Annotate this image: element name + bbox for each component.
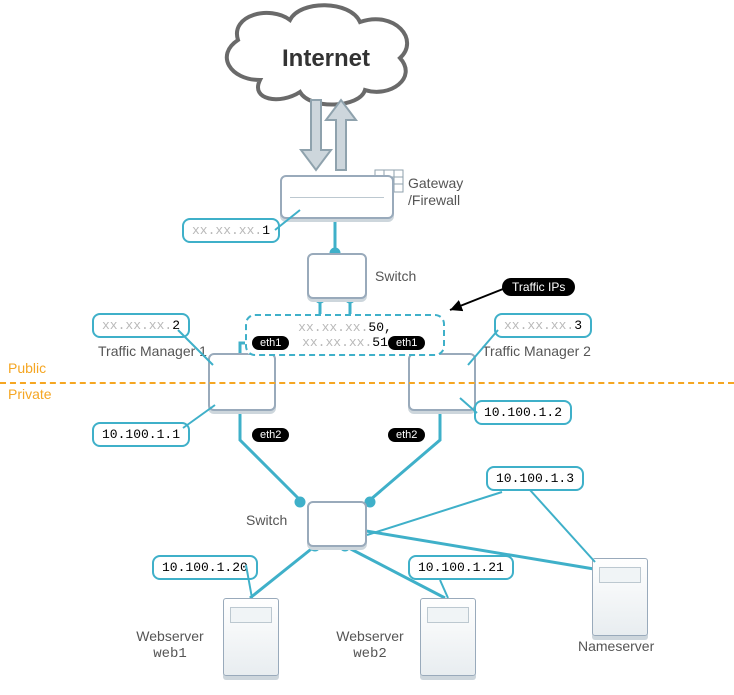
web2-label: Webserver web2 bbox=[325, 628, 415, 662]
zone-private-label: Private bbox=[8, 386, 52, 402]
tm2-eth2-badge: eth2 bbox=[388, 428, 425, 442]
tm1-label: Traffic Manager 1 bbox=[98, 343, 207, 359]
web1-server-icon bbox=[223, 598, 279, 676]
switch-top-label: Switch bbox=[375, 268, 416, 284]
web2-ip-label: 10.100.1.21 bbox=[408, 555, 514, 580]
internet-label: Internet bbox=[282, 45, 370, 73]
web2-server-icon bbox=[420, 598, 476, 676]
nameserver-server-icon bbox=[592, 558, 648, 636]
gateway-ip-label: xx.xx.xx.1 bbox=[182, 218, 280, 243]
switch-bottom-label: Switch bbox=[246, 512, 287, 528]
public-private-divider bbox=[0, 382, 734, 384]
internet-gateway-link-icon bbox=[301, 100, 356, 170]
tm2-ip-public: xx.xx.xx.3 bbox=[494, 313, 592, 338]
web1-ip-label: 10.100.1.20 bbox=[152, 555, 258, 580]
gateway-label: Gateway /Firewall bbox=[408, 175, 463, 209]
nameserver-ip-label: 10.100.1.3 bbox=[486, 466, 584, 491]
tm2-label: Traffic Manager 2 bbox=[482, 343, 591, 359]
nameserver-label: Nameserver bbox=[578, 638, 654, 654]
switch-top-icon bbox=[307, 253, 367, 299]
traffic-ips-badge: Traffic IPs bbox=[502, 278, 575, 296]
zone-public-label: Public bbox=[8, 360, 46, 376]
tm1-ip-public: xx.xx.xx.2 bbox=[92, 313, 190, 338]
switch-bottom-icon bbox=[307, 501, 367, 547]
tm1-eth1-badge: eth1 bbox=[252, 336, 289, 350]
gateway-device-icon bbox=[280, 175, 394, 219]
tm1-ip-private: 10.100.1.1 bbox=[92, 422, 190, 447]
tm2-eth1-badge: eth1 bbox=[388, 336, 425, 350]
web1-label: Webserver web1 bbox=[125, 628, 215, 662]
tm1-eth2-badge: eth2 bbox=[252, 428, 289, 442]
tm2-ip-private: 10.100.1.2 bbox=[474, 400, 572, 425]
